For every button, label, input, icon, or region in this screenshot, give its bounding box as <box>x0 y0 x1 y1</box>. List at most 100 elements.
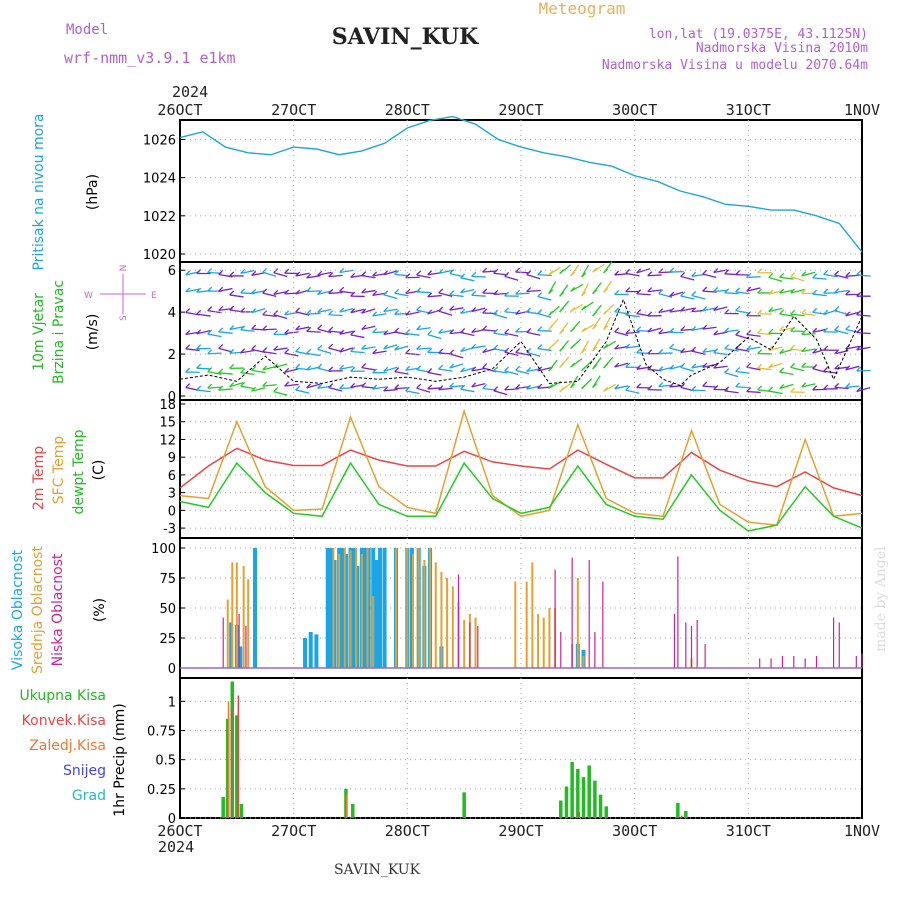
y-tick-label: 1 <box>168 695 176 710</box>
precip-total-bar <box>570 762 574 818</box>
mid-cloud-bar <box>394 548 397 668</box>
y-tick-label: 0.75 <box>147 725 176 740</box>
y-tick-label: 12 <box>159 433 176 448</box>
y-tick-label: 1026 <box>143 133 176 148</box>
mid-cloud-bar <box>582 656 585 668</box>
precip-panel: 0 0.25 0.5 0.75 1 Ukupna Kisa Konvek.Kisa Za… <box>19 677 863 827</box>
top-date-label: 27OCT <box>271 101 316 119</box>
y-tick-label: 1022 <box>143 210 176 225</box>
mid-cloud-bar <box>451 586 454 668</box>
low-cloud-bar <box>696 620 698 668</box>
low-cloud-bar <box>793 656 795 668</box>
low-cloud-bar <box>594 632 596 668</box>
precip-total-bar <box>221 797 225 818</box>
bottom-date-label: 31OCT <box>726 822 771 840</box>
precip-frozen-bar <box>227 701 230 818</box>
y-tick-label: 15 <box>159 416 176 431</box>
y-tick-label: 6 <box>168 469 176 484</box>
precip-legend-conv: Konvek.Kisa <box>22 713 106 729</box>
top-date-axis: 26OCT 27OCT 28OCT 29OCT 30OCT 31OCT 1NOV <box>157 101 880 119</box>
y-tick-label: -3 <box>163 522 176 537</box>
high-cloud-bar <box>308 632 313 668</box>
low-cloud-bar <box>781 656 784 668</box>
temp-ylabel-1: 2m Temp <box>31 446 47 510</box>
precip-ylabel: 1hr Precip (mm) <box>112 703 128 816</box>
low-cloud-bar <box>238 614 240 668</box>
high-cloud-bar <box>351 548 356 668</box>
bottom-date-label: 28OCT <box>385 822 430 840</box>
precip-convective-bar <box>680 815 683 818</box>
bottom-date-label: 30OCT <box>612 822 657 840</box>
y-tick-label: 6 <box>168 264 176 279</box>
y-tick-label: 1024 <box>143 172 176 187</box>
high-cloud-bar <box>229 622 234 668</box>
y-tick-label: 50 <box>159 602 176 617</box>
low-cloud-bar <box>838 622 840 668</box>
low-cloud-bar <box>560 632 562 668</box>
low-cloud-bar <box>677 556 679 668</box>
meteogram-title: Meteogram <box>539 0 626 18</box>
high-cloud-bar <box>366 548 371 668</box>
y-tick-label: 9 <box>168 451 176 466</box>
low-cloud-bar <box>832 617 835 668</box>
precip-total-bar <box>235 715 239 818</box>
precip-frozen-bar <box>345 794 348 818</box>
low-cloud-bar <box>861 653 863 668</box>
high-cloud-bar <box>238 646 243 668</box>
cloud-ylabel-1: Visoka Oblacnost <box>10 549 26 670</box>
top-date-label: 1NOV <box>844 101 880 119</box>
precip-total-bar <box>576 769 580 818</box>
bottom-date-axis: 26OCT 27OCT 28OCT 29OCT 30OCT 31OCT 1NOV <box>157 822 880 840</box>
compass-n: N <box>119 265 129 272</box>
low-cloud-bar <box>673 614 676 668</box>
precip-total-bar <box>344 788 348 818</box>
mid-cloud-bar <box>417 548 420 668</box>
high-cloud-bar <box>314 634 319 668</box>
precip-legend-frozen: Zaledj.Kisa <box>29 738 106 754</box>
mid-cloud-bar <box>332 548 335 668</box>
mid-cloud-bar <box>406 548 409 668</box>
low-cloud-bar <box>588 560 590 668</box>
wind-speed-line <box>179 298 863 387</box>
watermark: made by Angel <box>873 546 889 652</box>
precip-legend-hail: Grad <box>72 788 106 804</box>
precip-total-bar <box>230 681 235 818</box>
temp-dewpoint-line <box>179 461 863 532</box>
precip-total-bar <box>587 765 591 818</box>
high-cloud-bar <box>303 638 308 668</box>
cloud-panel: 0 25 50 75 100 Visoka Oblacnost Srednja Obla… <box>10 537 863 679</box>
cloud-ylabel-3: Niska Oblacnost <box>50 553 66 666</box>
low-cloud-bar <box>685 622 687 668</box>
top-date-label: 26OCT <box>157 101 202 119</box>
y-tick-label: 0.5 <box>155 754 176 769</box>
precip-convective-bar <box>578 812 581 818</box>
mid-cloud-bar <box>531 562 534 668</box>
mid-cloud-bar <box>537 614 540 668</box>
mid-cloud-bar <box>349 550 352 668</box>
high-cloud-bar <box>332 560 337 668</box>
compass-rose: N S W E <box>84 265 157 321</box>
mid-cloud-bar <box>412 554 415 668</box>
temperature-panel: -3 0 3 6 9 12 15 18 2m Temp SFC Temp dewpt Temp… <box>31 398 863 539</box>
cloud-ylabel-4: (%) <box>92 598 108 622</box>
model-elevation-label: Nadmorska Visina u modelu 2070.64m <box>602 58 868 73</box>
y-tick-label: 0 <box>168 662 176 677</box>
mid-cloud-bar <box>247 579 250 668</box>
mid-cloud-bar <box>576 578 579 668</box>
high-cloud-bar <box>374 560 379 668</box>
mid-cloud-bar <box>343 548 346 668</box>
temp-ylabel-3: dewpt Temp <box>71 429 87 514</box>
precip-total-bar <box>351 804 355 818</box>
model-label: Model <box>66 22 108 38</box>
low-cloud-bar <box>571 557 573 668</box>
y-tick-label: 0 <box>168 504 176 519</box>
mid-cloud-bar <box>548 608 551 668</box>
mid-cloud-bar <box>434 562 437 668</box>
wind-panel: 0 2 4 6 10m Vjetar Brzina i Pravac (m/s) N … <box>31 261 871 405</box>
mid-cloud-bar <box>542 617 545 668</box>
pressure-ylabel-1: Pritisak na nivou mora <box>31 113 47 270</box>
top-year: 2024 <box>172 83 208 101</box>
temp-2m-line <box>179 447 863 497</box>
low-cloud-bar <box>759 658 761 668</box>
